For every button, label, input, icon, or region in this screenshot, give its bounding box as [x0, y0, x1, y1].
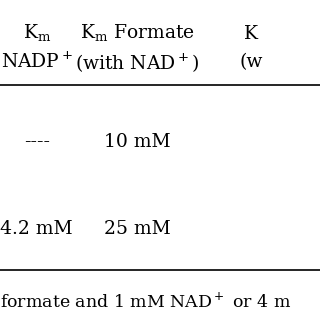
Text: 10 mM: 10 mM — [104, 133, 171, 151]
Text: NADP$^+$: NADP$^+$ — [1, 52, 73, 72]
Text: 4.2 mM: 4.2 mM — [1, 220, 73, 238]
Text: formate and 1 mM NAD$^+$ or 4 m: formate and 1 mM NAD$^+$ or 4 m — [0, 293, 291, 312]
Text: (w: (w — [239, 53, 263, 71]
Text: (with NAD$^+$): (with NAD$^+$) — [75, 51, 200, 74]
Text: 25 mM: 25 mM — [104, 220, 171, 238]
Text: ----: ---- — [24, 133, 50, 151]
Text: K$_\mathregular{m}$ Formate: K$_\mathregular{m}$ Formate — [80, 23, 195, 44]
Text: K$_\mathregular{m}$: K$_\mathregular{m}$ — [23, 23, 51, 44]
Text: K: K — [244, 25, 258, 43]
